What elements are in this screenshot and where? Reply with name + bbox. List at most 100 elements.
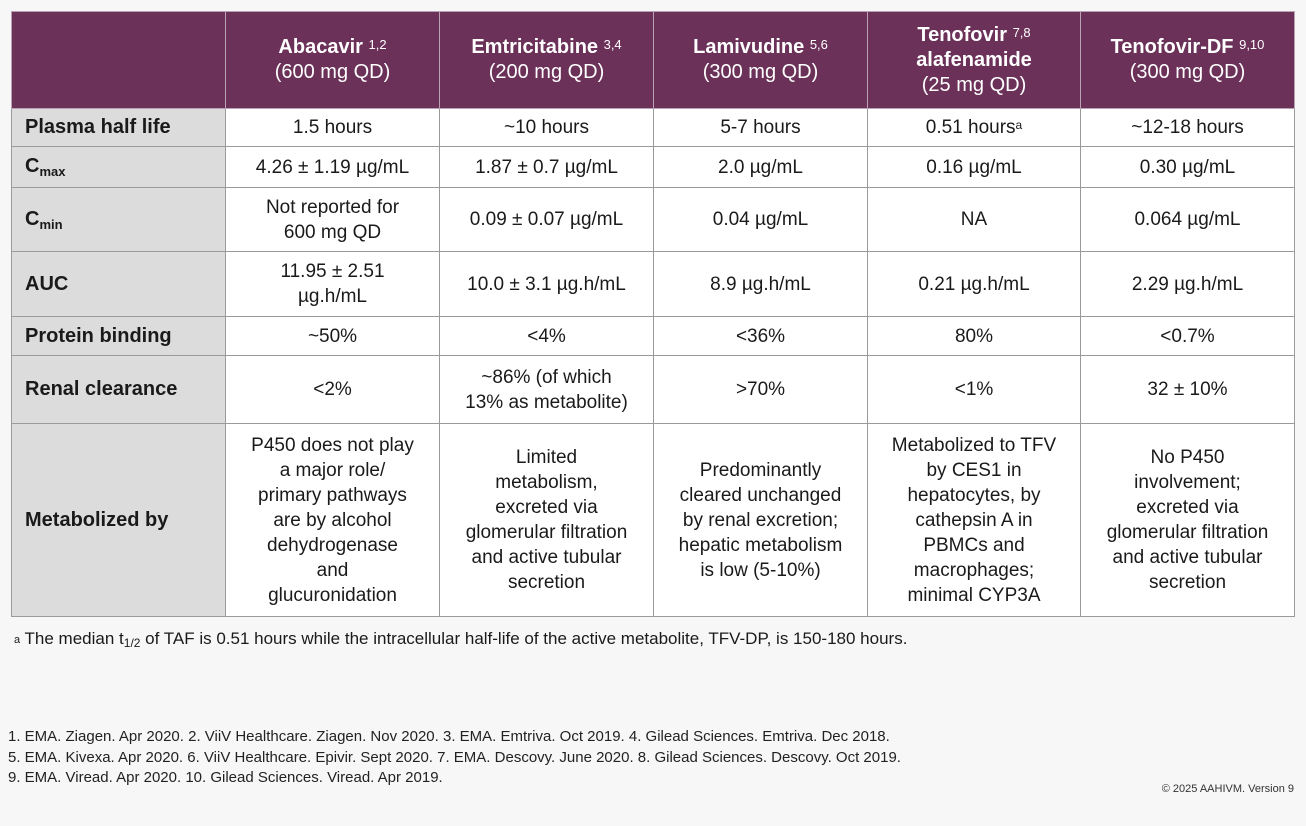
- reference-line: 1. EMA. Ziagen. Apr 2020. 2. ViiV Health…: [8, 728, 890, 745]
- table-cell: Limited metabolism, excreted via glomerular…: [439, 423, 654, 617]
- cell-line: 0.16 µg/mL: [926, 156, 1022, 178]
- table-cell: NA: [867, 187, 1081, 252]
- cell-line: are by alcohol: [273, 509, 392, 531]
- cell-line: Metabolized to TFV: [891, 434, 1057, 456]
- cell-line: 32 ± 10%: [1147, 379, 1228, 400]
- footnote-subscript: 1/2: [123, 636, 141, 650]
- cell-line: 5-7 hours: [720, 117, 801, 138]
- table-cell: ~86% (of which 13% as metabolite): [439, 355, 654, 424]
- cell-line: cleared unchanged: [679, 484, 842, 506]
- row-label-text: Renal clearance: [25, 378, 178, 400]
- cell-line: 4.26 ± 1.19 µg/mL: [255, 156, 410, 178]
- reference-superscript: 3,4: [603, 37, 622, 52]
- row-label-text: AUC: [25, 272, 69, 295]
- table-cell: <2%: [225, 355, 440, 424]
- footnote-text-start: The median t: [20, 629, 124, 648]
- cell-line: 0.09 ± 0.07 µg/mL: [469, 209, 624, 230]
- cell-line: 8.9 µg.h/mL: [710, 273, 811, 295]
- reference-line: 5. EMA. Kivexa. Apr 2020. 6. ViiV Health…: [8, 748, 901, 766]
- table-cell: <36%: [653, 316, 868, 356]
- table-cell: 2.0 µg/mL: [653, 146, 868, 188]
- table-cell: P450 does not play a major role/primary p…: [225, 423, 440, 617]
- cell-line: glomerular filtration: [1106, 522, 1269, 543]
- row-label: Cmin: [11, 187, 226, 252]
- cell-line: a major role/: [279, 459, 386, 481]
- table-row: AUC 11.95 ± 2.51 µg.h/mL 10.0 ± 3.1 µg.h/mL…: [11, 251, 1295, 317]
- table-cell: 80%: [867, 316, 1081, 356]
- cell-line: secretion: [507, 572, 586, 593]
- cell-line: <36%: [735, 325, 786, 347]
- cell-line: minimal CYP3A: [907, 584, 1041, 606]
- reference-superscript: 9,10: [1239, 37, 1265, 52]
- header-corner: [11, 11, 226, 109]
- table-cell: No P450 involvement; excreted via glomerula…: [1080, 423, 1295, 617]
- table-cell: ~50%: [225, 316, 440, 356]
- cell-line: <4%: [527, 325, 566, 347]
- drug-dose: (200 mg QD): [488, 61, 605, 83]
- table-cell: <0.7%: [1080, 316, 1295, 356]
- row-label: AUC: [11, 251, 226, 317]
- cell-line: PBMCs and: [923, 534, 1025, 556]
- table-cell: 0.04 µg/mL: [653, 187, 868, 252]
- row-label: Protein binding: [11, 316, 226, 356]
- cell-line: by renal excretion;: [682, 509, 839, 531]
- row-label: Cmax: [11, 146, 226, 188]
- header-row: Abacavir 1,2 (600 mg QD) Emtricitabine 3…: [11, 11, 1295, 109]
- table-cell: 10.0 ± 3.1 µg.h/mL: [439, 251, 654, 317]
- cell-line: 2.29 µg.h/mL: [1131, 273, 1244, 295]
- cell-line: 10.0 ± 3.1 µg.h/mL: [467, 273, 626, 295]
- cell-line: 1.87 ± 0.7 µg/mL: [475, 156, 618, 178]
- row-label-subscript: max: [39, 164, 66, 179]
- row-label-text: Protein binding: [25, 324, 172, 347]
- cell-line: ~86% (of which: [481, 366, 612, 388]
- table-cell: <4%: [439, 316, 654, 356]
- cell-line: metabolism,: [495, 472, 598, 493]
- cell-line: ~12-18 hours: [1131, 117, 1244, 138]
- drug-dose: (300 mg QD): [702, 61, 819, 83]
- pharmacokinetics-table: Abacavir 1,2 (600 mg QD) Emtricitabine 3…: [11, 11, 1295, 617]
- references: 1. EMA. Ziagen. Apr 2020. 2. ViiV Health…: [8, 727, 901, 789]
- cell-line: Limited: [515, 447, 578, 468]
- cell-line: ~50%: [307, 325, 358, 347]
- table-cell: 0.09 ± 0.07 µg/mL: [439, 187, 654, 252]
- cell-line: Predominantly: [699, 459, 822, 481]
- cell-line: Not reported for: [265, 196, 400, 218]
- drug-dose: (300 mg QD): [1129, 61, 1246, 83]
- copyright: © 2025 AAHIVM. Version 9: [1161, 783, 1294, 795]
- table-row: Cmax 4.26 ± 1.19 µg/mL 1.87 ± 0.7 µg/mL 2.0…: [11, 146, 1295, 188]
- row-label-text: C: [25, 155, 40, 177]
- reference-line: 9. EMA. Viread. Apr 2020. 10. Gilead Sci…: [8, 769, 443, 786]
- cell-line: primary pathways: [258, 484, 407, 506]
- cell-line: <1%: [954, 379, 994, 400]
- cell-line: 11.95 ± 2.51: [280, 261, 385, 282]
- column-header: Abacavir 1,2 (600 mg QD): [225, 11, 440, 109]
- table-cell: 11.95 ± 2.51 µg.h/mL: [225, 251, 440, 317]
- row-label: Metabolized by: [11, 423, 226, 617]
- cell-line: P450 does not play: [251, 434, 414, 456]
- cell-line: 0.064 µg/mL: [1134, 209, 1241, 230]
- cell-line: NA: [960, 209, 988, 230]
- cell-line: by CES1 in: [926, 459, 1022, 481]
- reference-superscript: 1,2: [368, 37, 387, 52]
- table-cell: >70%: [653, 355, 868, 424]
- table-body: Plasma half life 1.5 hours ~10 hours 5-7 ho…: [11, 108, 1295, 617]
- row-label: Renal clearance: [11, 355, 226, 424]
- table-cell: ~10 hours: [439, 108, 654, 147]
- table-cell: 32 ± 10%: [1080, 355, 1295, 424]
- cell-line: 0.51 hoursa: [925, 117, 1023, 138]
- cell-line: is low (5-10%): [700, 559, 821, 581]
- cell-line: ~10 hours: [503, 117, 590, 138]
- table-cell: 0.30 µg/mL: [1080, 146, 1295, 188]
- cell-line: macrophages;: [913, 559, 1035, 581]
- row-label-text: Plasma half life: [25, 116, 171, 138]
- table-cell: Not reported for 600 mg QD: [225, 187, 440, 252]
- cell-line: 80%: [954, 325, 994, 347]
- cell-line: µg.h/mL: [297, 286, 368, 307]
- table-cell: 1.87 ± 0.7 µg/mL: [439, 146, 654, 188]
- table-row: Protein binding ~50% <4% <36% 80% <0.7%: [11, 316, 1295, 356]
- footnote-marker: a: [14, 634, 21, 646]
- table-cell: Metabolized to TFV by CES1 in hepatocytes,…: [867, 423, 1081, 617]
- cell-line: <0.7%: [1160, 325, 1215, 347]
- cell-line: and active tubular: [1112, 547, 1263, 568]
- row-label-text: C: [25, 207, 40, 230]
